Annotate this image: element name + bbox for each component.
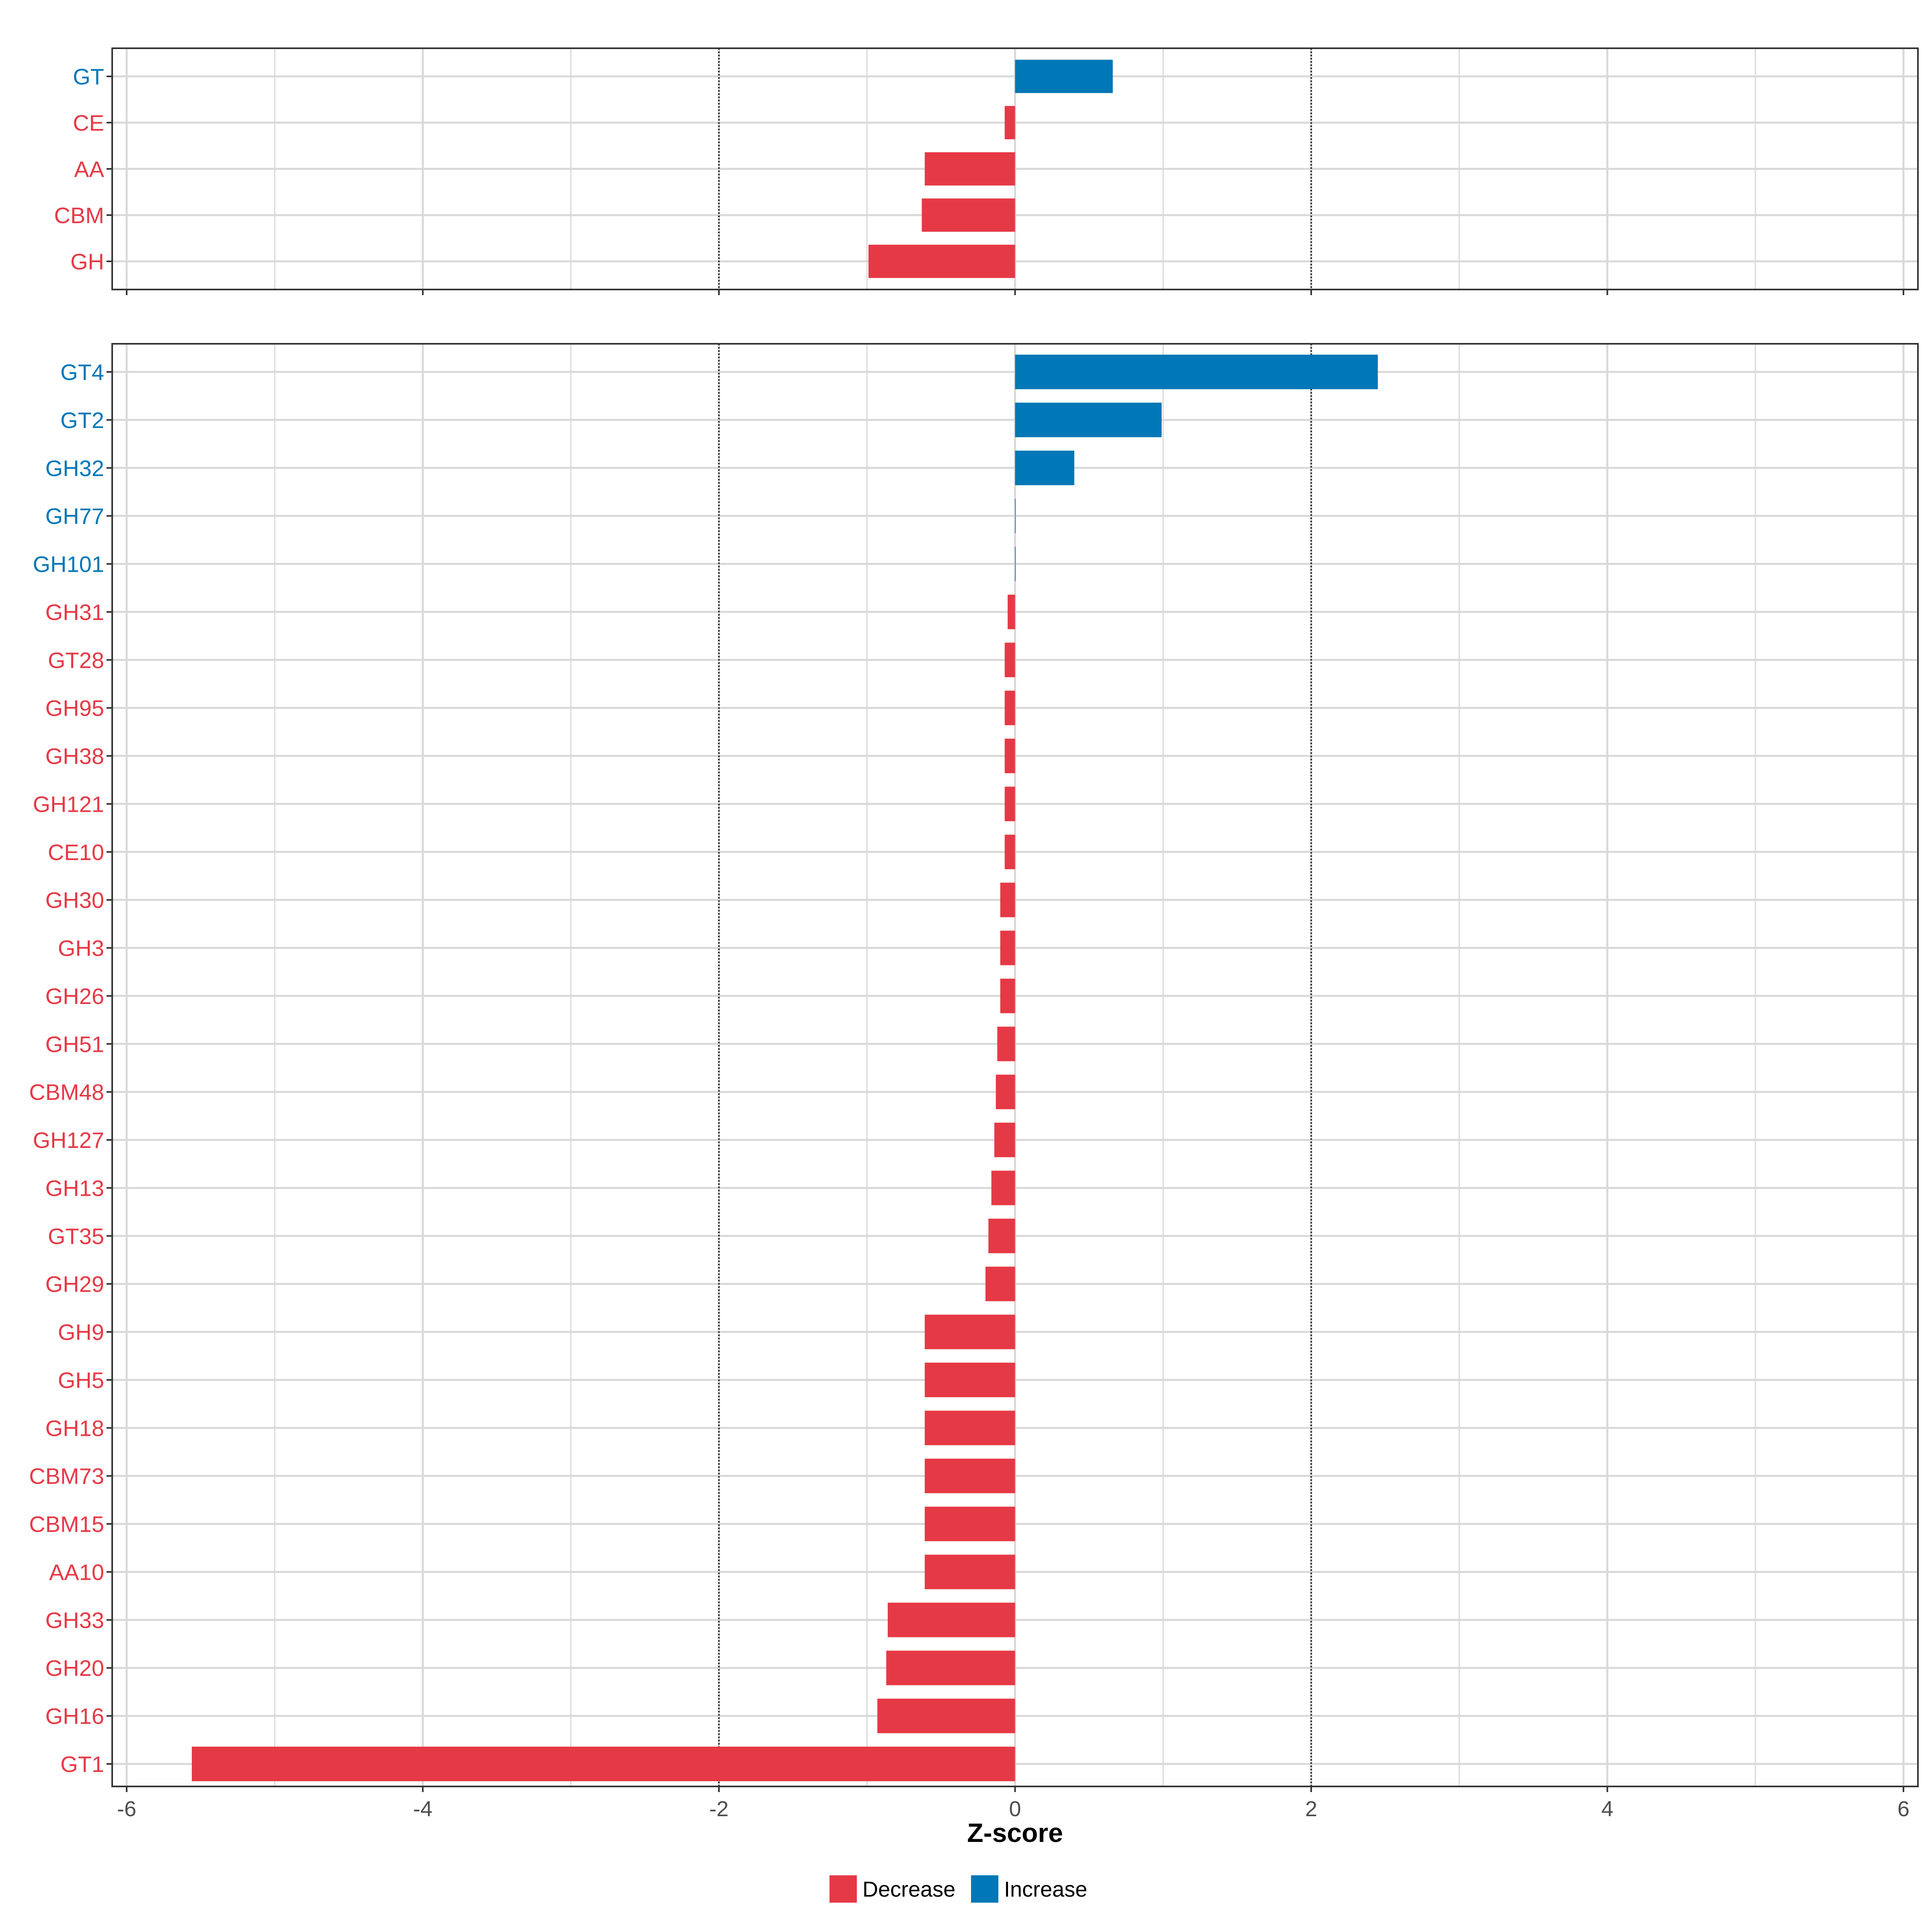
y-tick-label-gt: GT [73,64,104,89]
bar-ce10 [1004,834,1015,869]
bar-gh20 [886,1651,1015,1686]
panel-border [111,343,1919,1787]
y-tick-label-gh18: GH18 [45,1415,104,1441]
bar-gh13 [991,1170,1015,1205]
bar-gh121 [1004,786,1015,821]
x-tick-label: 2 [1305,1797,1317,1821]
y-tick-label-aa: AA [74,156,104,182]
y-tick-label-gh31: GH31 [45,600,104,625]
y-tick-label-gh16: GH16 [45,1704,104,1729]
y-tick-label-gh38: GH38 [45,743,104,769]
y-tick-label-cbm15: CBM15 [29,1511,104,1537]
y-tick-label-cbm48: CBM48 [29,1080,104,1105]
legend: Decrease Increase [829,1875,1087,1903]
bar-cbm [922,198,1015,232]
bar-gh51 [997,1027,1015,1061]
y-tick-label-gh3: GH3 [58,936,104,961]
y-tick-label-gh20: GH20 [45,1655,104,1681]
y-tick-label-gh26: GH26 [45,983,104,1009]
bar-gh16 [877,1698,1015,1733]
y-tick-label-gh51: GH51 [45,1031,104,1057]
y-tick-label-cbm: CBM [54,203,104,228]
bar-gh9 [924,1314,1015,1349]
bar-aa [924,152,1015,186]
y-tick-label-gh33: GH33 [45,1608,104,1633]
bar-gh26 [1000,978,1015,1013]
bar-gh95 [1004,690,1015,725]
bar-cbm73 [924,1458,1015,1493]
y-tick-label-gh5: GH5 [58,1367,104,1393]
x-tick-label: 0 [1009,1797,1021,1821]
y-tick-label-ce: CE [73,110,104,136]
y-tick-label-gt28: GT28 [48,647,104,673]
bar-gh5 [924,1362,1015,1397]
bar-ce [1004,106,1015,140]
bar-gh [868,244,1015,278]
bar-gt2 [1015,402,1162,437]
panel-top: GT CE AA CBM GH [54,47,1919,295]
y-tick-label-aa10: AA10 [49,1559,104,1585]
y-tick-label-gh32: GH32 [45,456,104,481]
bar-cbm15 [924,1507,1015,1542]
y-tick-label-gt4: GT4 [60,359,104,385]
bar-gh101 [1015,546,1016,581]
panel-bottom: GT4GT2GH32GH77GH101GH31GT28GH95GH38GH121… [29,343,1919,1848]
y-tick-label-cbm73: CBM73 [29,1464,104,1489]
panel-border [111,47,1919,290]
bar-gh38 [1004,739,1015,774]
y-tick-label-gh9: GH9 [58,1320,104,1345]
y-tick-label-gt1: GT1 [60,1751,104,1777]
legend-swatch-increase [971,1875,998,1903]
y-tick-label-gt2: GT2 [60,407,104,433]
x-tick-label: 4 [1601,1797,1613,1821]
y-tick-label-gh30: GH30 [45,887,104,913]
bar-gh33 [887,1602,1015,1637]
bar-gh77 [1015,499,1016,534]
bar-gh127 [994,1123,1015,1158]
bar-gh29 [985,1267,1015,1302]
legend-label-decrease: Decrease [862,1877,955,1901]
bar-gh18 [924,1411,1015,1445]
y-tick-label-gh29: GH29 [45,1271,104,1297]
x-axis-title: Z-score [967,1818,1063,1848]
y-tick-label-gh101: GH101 [33,552,104,577]
y-tick-label-gh13: GH13 [45,1175,104,1201]
y-tick-label-gh77: GH77 [45,503,104,529]
y-tick-label-gt35: GT35 [48,1224,104,1249]
y-tick-label-ce10: CE10 [48,840,104,865]
y-tick-label-gh: GH [70,249,104,274]
bar-gt35 [988,1218,1015,1253]
x-tick-label: -6 [117,1797,136,1821]
bar-gt4 [1015,355,1378,389]
y-tick-label-gh127: GH127 [33,1127,104,1153]
x-tick-label: -4 [413,1797,432,1821]
bar-gh3 [1000,930,1015,965]
bar-gh31 [1008,594,1015,629]
bar-gh30 [1000,883,1015,918]
bar-gh32 [1015,450,1074,485]
bar-cbm48 [996,1074,1015,1109]
legend-swatch-decrease [829,1875,857,1903]
y-tick-label-gh121: GH121 [33,791,104,817]
x-tick-label: 6 [1897,1797,1909,1821]
bar-gt [1015,60,1113,93]
legend-label-increase: Increase [1004,1877,1087,1901]
x-tick-label: -2 [709,1797,729,1821]
y-tick-label-gh95: GH95 [45,696,104,721]
bar-gt28 [1004,643,1015,678]
bar-gt1 [192,1747,1015,1781]
bar-aa10 [924,1554,1015,1589]
